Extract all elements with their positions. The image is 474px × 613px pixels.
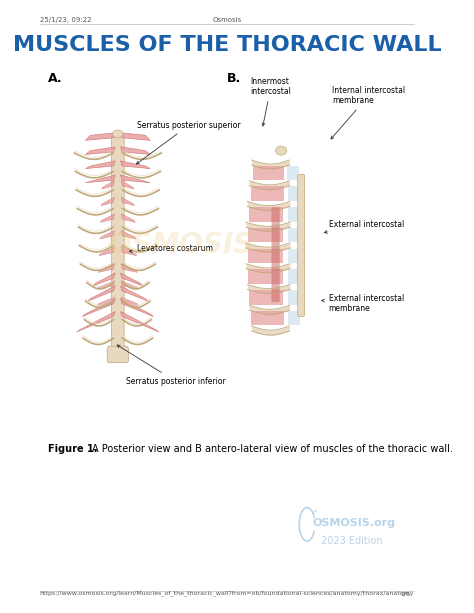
Polygon shape	[120, 147, 150, 154]
Polygon shape	[121, 230, 136, 239]
Text: Osmosis: Osmosis	[212, 17, 242, 23]
Polygon shape	[121, 281, 138, 289]
Polygon shape	[120, 286, 148, 301]
Polygon shape	[120, 161, 150, 169]
FancyBboxPatch shape	[107, 346, 128, 362]
Polygon shape	[93, 273, 115, 286]
Polygon shape	[85, 161, 115, 169]
Polygon shape	[100, 214, 114, 223]
Polygon shape	[120, 175, 150, 183]
Text: 25/1/23, 09:22: 25/1/23, 09:22	[40, 17, 91, 23]
Text: Internal intercostal
membrane: Internal intercostal membrane	[331, 86, 406, 139]
Text: Innermost
intercostal: Innermost intercostal	[250, 77, 292, 126]
Text: External intercostal
membrane: External intercostal membrane	[322, 294, 404, 313]
FancyBboxPatch shape	[298, 175, 305, 316]
Text: https://www.osmosis.org/learn/Muscles_of_the_thoracic_wall?from=ob/foundational-: https://www.osmosis.org/learn/Muscles_of…	[40, 591, 414, 596]
Text: Figure 1.: Figure 1.	[47, 444, 97, 454]
Polygon shape	[82, 299, 115, 316]
Polygon shape	[121, 181, 134, 189]
Text: Serratus posterior superior: Serratus posterior superior	[137, 121, 241, 164]
Polygon shape	[98, 281, 114, 289]
Text: A.: A.	[47, 72, 62, 85]
Polygon shape	[99, 247, 114, 256]
Polygon shape	[121, 264, 137, 272]
Polygon shape	[97, 297, 114, 306]
Polygon shape	[101, 197, 114, 206]
FancyBboxPatch shape	[272, 207, 280, 302]
Text: Serratus posterior inferior: Serratus posterior inferior	[117, 345, 226, 386]
Text: Levatores costarum: Levatores costarum	[129, 244, 213, 253]
Polygon shape	[121, 247, 137, 256]
Polygon shape	[88, 286, 115, 301]
Polygon shape	[120, 273, 143, 286]
Text: A Posterior view and B antero-lateral view of muscles of the thoracic wall.: A Posterior view and B antero-lateral vi…	[92, 444, 453, 454]
Text: MUSCLES OF THE THORACIC WALL: MUSCLES OF THE THORACIC WALL	[13, 35, 441, 55]
Text: B.: B.	[227, 72, 241, 85]
Polygon shape	[85, 147, 115, 154]
Polygon shape	[121, 297, 138, 306]
Polygon shape	[121, 214, 136, 223]
Polygon shape	[85, 175, 115, 183]
Polygon shape	[121, 197, 135, 206]
Text: 2023 Edition: 2023 Edition	[321, 536, 383, 546]
Text: External intercostal: External intercostal	[324, 219, 404, 234]
Text: 1/6: 1/6	[401, 592, 410, 596]
Polygon shape	[100, 230, 114, 239]
FancyBboxPatch shape	[111, 134, 124, 357]
Polygon shape	[120, 299, 154, 316]
Text: OSMOSIS: OSMOSIS	[108, 232, 253, 259]
Polygon shape	[120, 132, 150, 140]
Polygon shape	[85, 132, 115, 140]
Polygon shape	[120, 311, 159, 332]
Text: OSMOSIS.org: OSMOSIS.org	[313, 518, 396, 528]
Ellipse shape	[275, 146, 287, 155]
Polygon shape	[77, 311, 115, 332]
Polygon shape	[101, 181, 114, 189]
Ellipse shape	[113, 130, 123, 138]
Polygon shape	[99, 264, 114, 272]
